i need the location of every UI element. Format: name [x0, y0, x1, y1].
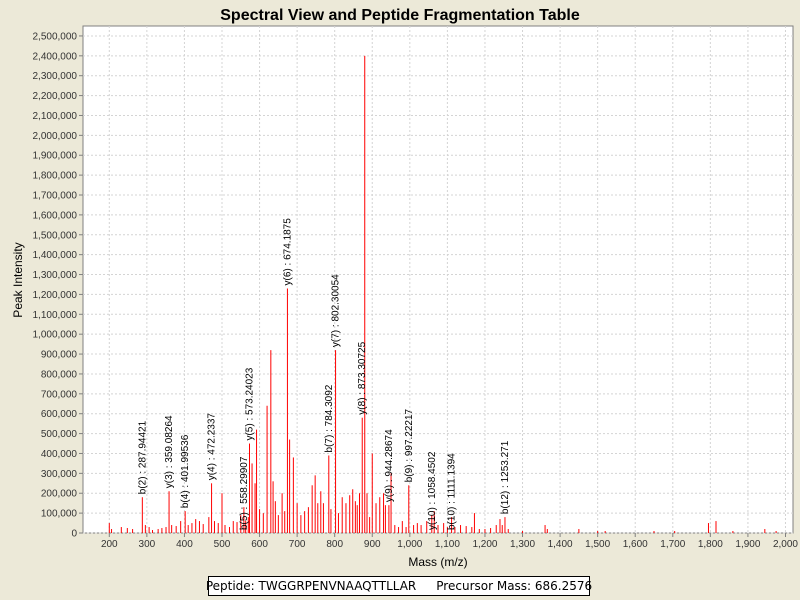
y-tick-label: 1,000,000 — [33, 330, 78, 341]
peak-annotation: b(5) : 558.29907 — [239, 456, 250, 530]
y-tick-label: 1,600,000 — [33, 210, 78, 221]
peak-annotation: y(3) : 359.08264 — [164, 415, 175, 488]
x-tick-label: 1,700 — [660, 539, 685, 550]
y-tick-label: 1,900,000 — [33, 151, 78, 162]
grid-lines — [83, 26, 793, 534]
plot-area — [82, 25, 794, 534]
y-tick-label: 400,000 — [41, 449, 78, 460]
peak-annotation: y(8) : 873.30725 — [357, 341, 368, 414]
peak-annotation: b(10) : 1111.1394 — [447, 453, 458, 530]
y-axis-ticks: 0 100,000 200,000 300,000 400,000 500,000 600,… — [33, 31, 83, 540]
y-tick-label: 100,000 — [41, 509, 78, 520]
x-tick-label: 300 — [139, 539, 156, 550]
x-tick-label: 2,000 — [773, 539, 798, 550]
x-tick-label: 600 — [251, 539, 268, 550]
y-tick-label: 200,000 — [41, 489, 78, 500]
y-tick-label: 1,700,000 — [33, 191, 78, 202]
x-tick-label: 1,500 — [585, 539, 610, 550]
x-tick-label: 700 — [289, 539, 306, 550]
y-tick-label: 2,200,000 — [33, 91, 78, 102]
y-tick-label: 0 — [71, 529, 77, 540]
peak-annotation: b(7) : 784.3092 — [324, 384, 335, 452]
y-tick-label: 600,000 — [41, 409, 78, 420]
peak-annotation: y(5) : 573.24023 — [245, 367, 256, 440]
y-tick-label: 1,100,000 — [33, 310, 78, 321]
peak-annotation: y(4) : 472.2337 — [207, 413, 218, 481]
y-axis-label: Peak Intensity — [11, 242, 25, 317]
y-tick-label: 1,500,000 — [33, 230, 78, 241]
x-tick-label: 900 — [364, 539, 381, 550]
peak-annotation: y(7) : 802.30054 — [331, 274, 342, 347]
y-tick-label: 2,100,000 — [33, 111, 78, 122]
y-tick-label: 800,000 — [41, 369, 78, 380]
x-axis-label: Mass (m/z) — [408, 555, 467, 569]
y-tick-label: 2,000,000 — [33, 131, 78, 142]
peak-annotation: y(6) : 674.1875 — [282, 218, 293, 286]
precursor-mass-label: Precursor Mass: 686.2576 — [436, 579, 593, 593]
y-tick-label: 2,300,000 — [33, 71, 78, 82]
peak-annotation: b(9) : 997.22217 — [404, 408, 415, 482]
x-tick-label: 800 — [326, 539, 343, 550]
x-tick-label: 500 — [214, 539, 231, 550]
peptide-label: Peptide: TWGGRPENVNAAQTTLLAR — [205, 579, 417, 593]
x-tick-label: 1,000 — [397, 539, 422, 550]
y-tick-label: 1,400,000 — [33, 250, 78, 261]
peak-annotation: y(10) : 1058.4502 — [427, 451, 438, 530]
chart-title: Spectral View and Peptide Fragmentation … — [220, 7, 580, 24]
y-tick-label: 300,000 — [41, 469, 78, 480]
y-tick-label: 900,000 — [41, 350, 78, 361]
x-tick-label: 200 — [101, 539, 118, 550]
peak-bars — [108, 55, 777, 533]
y-tick-label: 700,000 — [41, 389, 78, 400]
x-tick-label: 1,300 — [510, 539, 535, 550]
x-tick-label: 1,100 — [435, 539, 460, 550]
x-axis-ticks: 200 300 400 500 600 700 800 900 1,000 1,100 1,200 1… — [101, 533, 798, 550]
y-tick-label: 2,400,000 — [33, 51, 78, 62]
peak-annotation: b(4) : 401.99536 — [180, 434, 191, 508]
x-tick-label: 1,800 — [698, 539, 723, 550]
y-tick-label: 1,800,000 — [33, 171, 78, 182]
peak-annotations: b(2) : 287.94421 y(3) : 359.08264 b(4) : 4… — [137, 218, 511, 530]
x-tick-label: 1,400 — [548, 539, 573, 550]
y-tick-label: 1,300,000 — [33, 270, 78, 281]
y-tick-label: 2,500,000 — [33, 31, 78, 42]
spectrum-chart: b(2) : 287.94421 y(3) : 359.08264 b(4) : 4… — [11, 7, 798, 569]
y-tick-label: 500,000 — [41, 429, 78, 440]
x-tick-label: 1,200 — [472, 539, 497, 550]
peptide-info-box: Peptide: TWGGRPENVNAAQTTLLAR Precursor M… — [205, 576, 593, 596]
y-tick-label: 1,200,000 — [33, 290, 78, 301]
x-tick-label: 1,600 — [623, 539, 648, 550]
peak-annotation: y(9) : 944.28674 — [384, 429, 395, 502]
x-tick-label: 400 — [176, 539, 193, 550]
peak-annotation: b(2) : 287.94421 — [137, 420, 148, 494]
x-tick-label: 1,900 — [735, 539, 760, 550]
peak-annotation: b(12) : 1253.271 — [500, 440, 511, 514]
